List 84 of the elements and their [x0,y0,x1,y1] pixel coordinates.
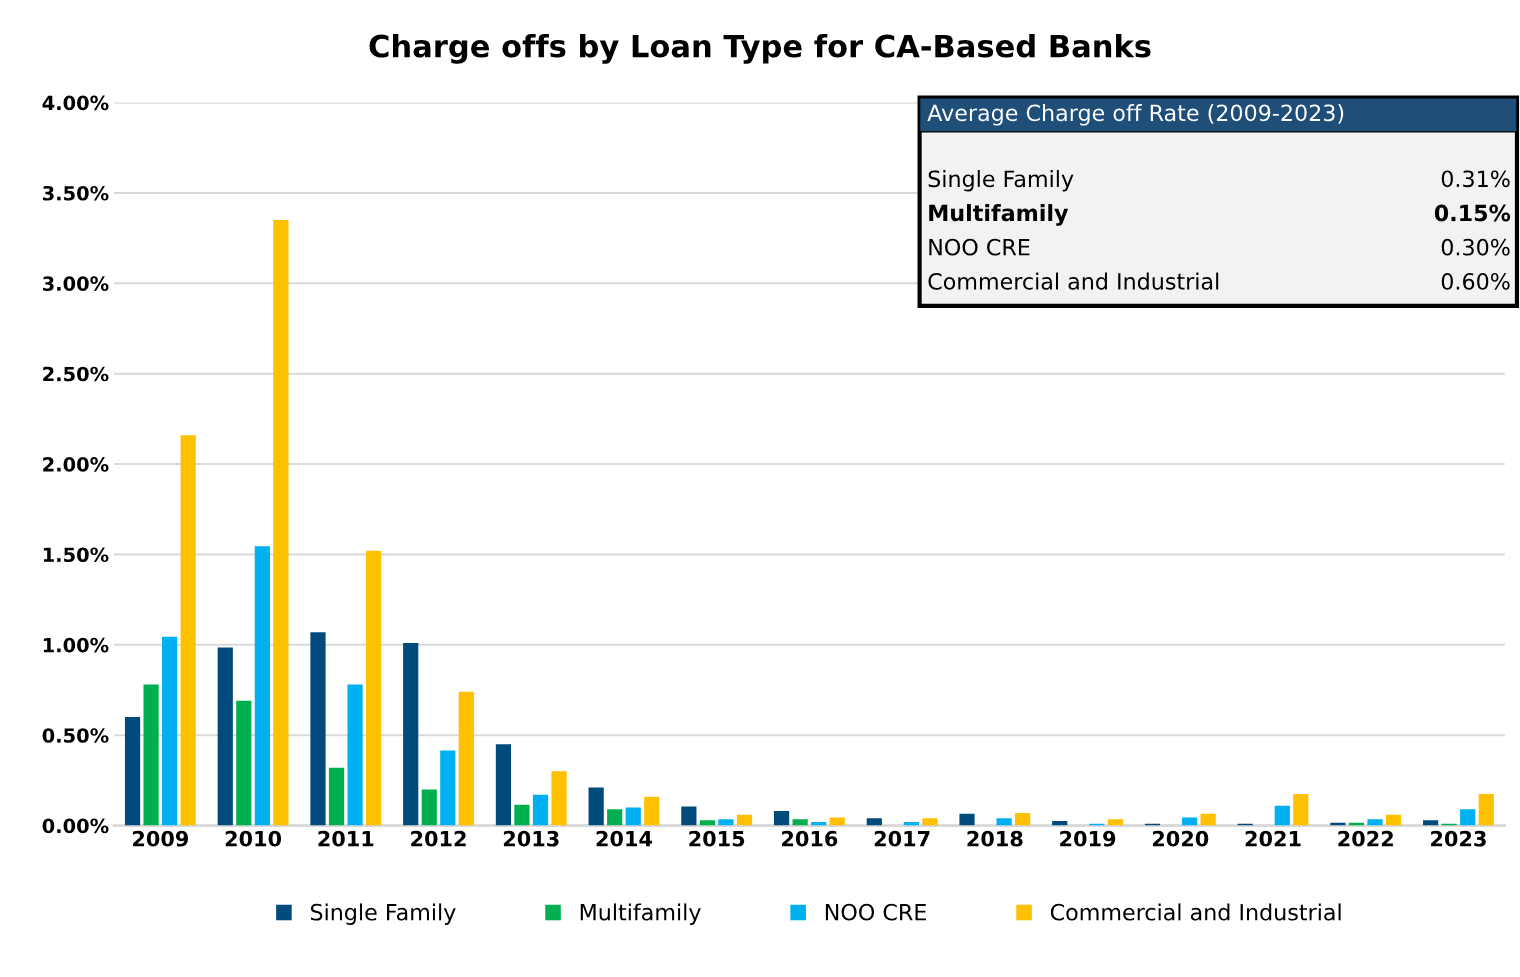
y-tick-label: 0.50% [42,728,109,743]
bar [922,818,938,826]
x-tick-label: 2015 [689,830,745,847]
x-tick-label: 2020 [1152,830,1209,847]
legend-label: Commercial and Industrial [1050,903,1341,921]
bar [1385,814,1402,826]
bar [310,632,326,826]
y-tick-label: 3.50% [42,185,109,201]
x-tick-label: 2010 [225,830,282,847]
bar [588,787,604,826]
bar [124,717,141,826]
bar [495,744,512,826]
bar [421,789,437,826]
bar [625,807,641,826]
bar [1181,817,1198,826]
bar [254,546,270,826]
y-tick-label: 3.00% [42,276,109,291]
bar [143,684,159,826]
bar [366,550,382,826]
legend-label: Multifamily [580,903,701,925]
y-tick-label: 2.00% [43,457,109,472]
annotation: NOO CRE [929,238,1030,256]
x-tick-label: 2014 [596,830,652,847]
bar [699,820,716,826]
legend-label: Single Family [310,903,456,925]
bar [1423,820,1439,826]
annotation: 0.30% [1441,238,1510,256]
bar [1107,819,1123,826]
bar [681,806,697,826]
bar [162,636,178,826]
y-tick-label: 0.00% [42,818,109,834]
bar [607,809,623,826]
x-tick-label: 2013 [503,830,559,847]
annotation: 0.31% [1441,170,1510,188]
bar [1293,793,1309,826]
bar [532,794,549,826]
bar [773,811,790,826]
y-tick-label: 2.50% [43,366,109,382]
bar [1200,813,1216,826]
bar [644,796,660,826]
annotation: 0.15% [1434,204,1511,222]
chart-title: Charge offs by Loan Type for CA-Based Banks [369,33,1151,64]
bar [1367,819,1383,826]
x-tick-label: 2009 [133,830,189,847]
bar [736,814,753,826]
bar [718,819,734,826]
bar [180,435,196,826]
x-tick-label: 2018 [967,830,1023,847]
bar [792,819,808,826]
bar [996,818,1012,826]
bar [514,804,530,826]
bar [458,691,474,826]
x-tick-label: 2023 [1431,830,1486,847]
bar [1460,809,1476,826]
y-tick-label: 1.00% [43,637,109,653]
bar [866,818,882,826]
annotation: 0.60% [1441,272,1510,290]
x-tick-label: 2016 [782,830,838,847]
bar [236,700,252,826]
annotation: Single Family [928,169,1074,192]
bar [328,767,345,826]
bar [273,220,289,826]
annotation: Multifamily [929,204,1069,226]
x-tick-label: 2012 [411,830,466,847]
annotation: Average Charge off Rate (2009-2023) [927,104,1344,126]
annotation: Commercial and Industrial [928,272,1219,290]
x-tick-label: 2022 [1338,830,1393,847]
bar [347,684,363,826]
bar [829,817,845,826]
x-tick-label: 2019 [1060,830,1116,847]
bar [217,647,233,826]
x-tick-label: 2021 [1245,830,1301,847]
bar [1478,793,1494,826]
y-tick-label: 4.00% [42,95,109,111]
bar [959,813,975,826]
legend-label: NOO CRE [825,903,926,921]
x-tick-label: 2017 [874,830,930,847]
bar [403,643,419,826]
y-tick-label: 1.50% [43,547,109,563]
bar [1015,812,1031,826]
bar [551,771,567,826]
x-tick-label: 2011 [318,830,374,847]
bar [440,750,456,826]
bar [1274,805,1290,826]
